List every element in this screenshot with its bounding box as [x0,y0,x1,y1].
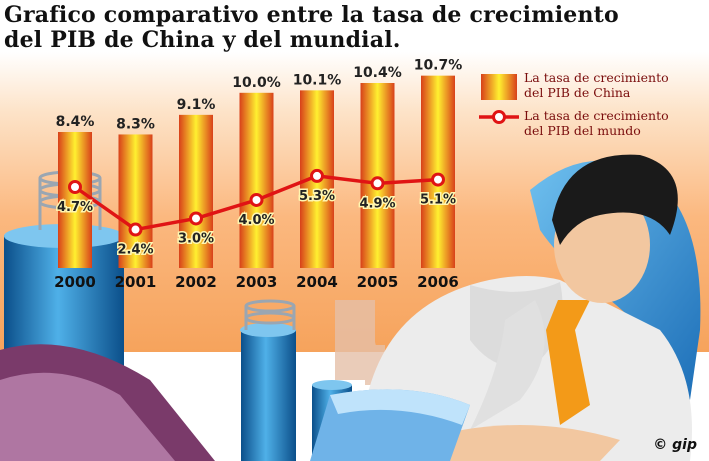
x-tick-label-2000: 2000 [54,273,96,291]
x-tick-label-2001: 2001 [115,273,157,291]
china-bar-2001 [118,134,153,268]
world-point-2002 [189,211,203,226]
world-point-label-2001: 2.4% [117,243,153,258]
china-bar-label-2005: 10.4% [353,65,402,81]
china-bar-label-2002: 9.1% [177,97,216,113]
world-line-series [68,168,445,237]
world-point-2005 [370,176,385,191]
world-point-2006 [431,172,445,187]
x-tick-label-2004: 2004 [296,273,338,291]
data-labels: 8.4% 2000 8.3% 2001 9.1% 2002 10.0% 2003 10.1% 20… [54,58,462,291]
china-bar-2005 [360,83,395,268]
world-point-label-2006: 5.1% [420,193,456,208]
chart-title-line-1: Grafico comparativo entre la tasa de cre… [4,2,619,28]
china-bars [58,75,455,269]
china-bar-2002 [179,114,213,268]
china-bar-label-2003: 10.0% [232,75,281,91]
chart-title-line-2: del PIB de China y del mundial. [4,27,401,53]
legend [479,74,519,124]
legend-label-china-line-2: del PIB de China [524,85,631,100]
x-tick-label-2002: 2002 [175,273,217,291]
image-credit: © gip [653,437,697,453]
x-tick-label-2005: 2005 [357,273,399,291]
legend-label-world-line-1: La tasa de crecimiento [524,108,669,123]
china-bar-label-2006: 10.7% [414,58,463,74]
china-bar-2000 [58,132,92,268]
legend-swatch-china [481,74,517,100]
world-point-label-2002: 3.0% [178,231,214,246]
world-point-2004 [310,168,324,183]
china-bar-label-2001: 8.3% [116,116,155,132]
legend-swatch-world-marker [492,110,506,124]
china-bar-label-2000: 8.4% [56,114,95,130]
legend-label-china: La tasa de crecimiento del PIB de China [524,70,669,100]
legend-label-world: La tasa de crecimiento del PIB del mundo [524,108,669,138]
x-tick-label-2006: 2006 [417,273,459,291]
world-point-label-2003: 4.0% [238,213,274,228]
china-bar-2003 [239,92,274,268]
world-point-2003 [249,192,264,207]
world-point-2001 [128,222,143,237]
world-point-2000 [68,180,82,194]
legend-label-world-line-2: del PIB del mundo [524,123,641,138]
world-point-label-2005: 4.9% [359,196,395,211]
china-bar-2006 [421,75,455,269]
x-tick-label-2003: 2003 [236,273,278,291]
world-point-label-2004: 5.3% [299,189,335,204]
world-point-label-2000: 4.7% [57,200,93,215]
china-bar-label-2004: 10.1% [293,72,342,88]
legend-label-china-line-1: La tasa de crecimiento [524,70,669,85]
businessman-illustration [360,154,692,461]
